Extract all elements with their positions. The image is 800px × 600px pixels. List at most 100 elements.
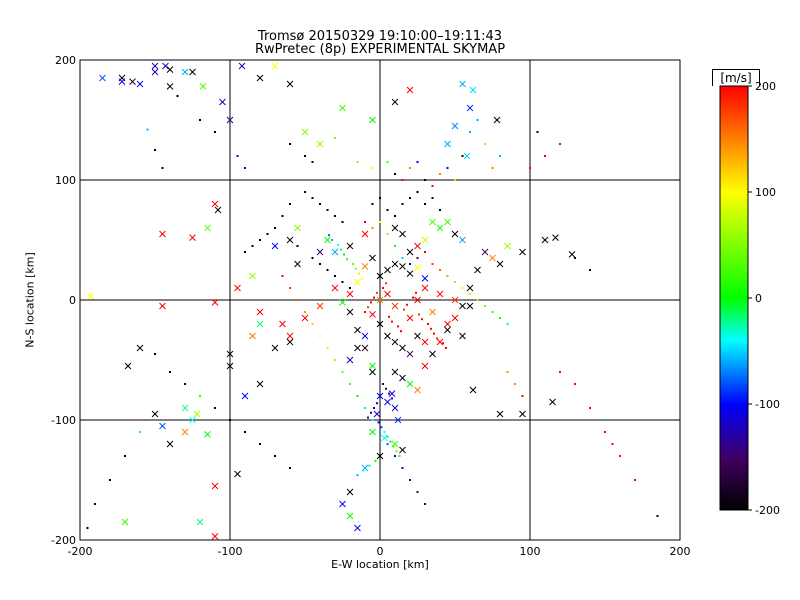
data-point-dot <box>371 203 374 205</box>
data-point-dot <box>376 291 378 294</box>
data-point-cross <box>346 356 354 364</box>
cross-stroke <box>421 338 429 346</box>
cross-stroke <box>162 62 169 70</box>
cross-stroke <box>151 68 159 76</box>
cross-stroke <box>354 278 361 286</box>
data-point-cross <box>129 78 136 85</box>
cross-stroke <box>241 392 249 400</box>
data-point-cross <box>444 326 451 334</box>
cross-stroke <box>166 66 174 73</box>
data-point-cross <box>241 392 249 400</box>
data-point-cross <box>211 200 219 208</box>
data-point-dot <box>514 383 516 385</box>
x-tick-label: -200 <box>68 545 93 558</box>
cross-stroke <box>124 362 132 370</box>
data-point-dot <box>340 248 342 251</box>
x-tick-label: 200 <box>670 545 691 558</box>
data-point-dot <box>94 503 96 505</box>
cross-stroke <box>354 524 361 532</box>
data-point-dot <box>409 479 411 481</box>
cross-stroke <box>294 260 301 268</box>
data-point-cross <box>369 116 376 124</box>
data-point-dot <box>154 353 156 355</box>
data-point-cross <box>226 350 234 358</box>
data-point-cross <box>339 500 346 508</box>
data-point-dot <box>392 445 395 448</box>
data-point-dot <box>199 395 201 397</box>
cross-stroke <box>369 116 376 124</box>
cross-stroke <box>459 302 466 310</box>
cross-stroke <box>384 290 391 298</box>
data-point-dot <box>289 203 291 205</box>
data-point-dot <box>634 479 636 481</box>
cross-stroke <box>451 122 459 130</box>
cross-stroke <box>429 218 436 226</box>
cross-stroke <box>406 86 414 94</box>
data-point-dot <box>304 191 306 193</box>
data-point-cross <box>346 242 354 250</box>
cross-stroke <box>204 431 211 438</box>
data-point-cross <box>181 404 189 412</box>
data-point-cross <box>384 266 391 274</box>
data-point-cross <box>406 86 414 94</box>
y-tick-label: 100 <box>55 174 76 187</box>
cross-stroke <box>159 422 166 430</box>
cross-stroke <box>151 62 159 70</box>
cross-stroke <box>199 83 207 90</box>
cross-stroke <box>331 248 339 256</box>
data-point-cross <box>459 332 466 340</box>
cross-stroke <box>189 416 196 424</box>
cross-stroke <box>394 416 402 424</box>
data-point-dot <box>589 407 591 409</box>
cross-stroke <box>384 332 391 340</box>
data-point-dot <box>461 287 464 289</box>
data-point-dot <box>367 416 369 419</box>
cross-stroke <box>459 236 466 244</box>
data-point-cross <box>406 350 414 358</box>
data-point-dot <box>311 161 314 163</box>
data-point-dot <box>259 239 261 241</box>
data-point-cross <box>271 62 279 70</box>
data-point-dot <box>281 275 284 277</box>
data-point-dot <box>367 306 369 309</box>
cross-stroke <box>331 284 339 292</box>
data-point-dot <box>476 119 479 121</box>
cross-stroke <box>414 332 421 340</box>
data-point-dot <box>376 402 378 405</box>
data-point-dot <box>491 311 494 313</box>
cross-stroke <box>166 440 174 448</box>
cross-stroke <box>444 320 451 328</box>
data-point-dot <box>431 197 434 199</box>
data-point-cross <box>391 260 399 268</box>
cross-stroke <box>391 98 399 106</box>
data-point-cross <box>294 260 301 268</box>
data-point-cross <box>451 314 459 322</box>
data-point-cross <box>406 248 414 256</box>
cross-stroke <box>87 293 94 300</box>
cross-stroke <box>339 299 346 306</box>
data-point-dot <box>506 323 509 325</box>
cross-stroke <box>444 218 451 226</box>
cross-stroke <box>451 296 459 304</box>
colorbar-unit-label: [m/s] <box>712 69 760 86</box>
data-point-dot <box>379 431 381 433</box>
data-point-dot <box>346 258 348 261</box>
data-point-dot <box>416 191 419 193</box>
y-axis-ticks: -200 -100 0 100 200 <box>51 54 76 547</box>
cross-stroke <box>463 152 471 160</box>
cross-stroke <box>151 410 159 418</box>
data-point-dot <box>589 269 591 271</box>
data-point-cross <box>469 86 477 94</box>
data-point-cross <box>181 68 189 76</box>
data-point-dot <box>395 450 398 453</box>
data-point-cross <box>391 302 399 310</box>
cross-stroke <box>406 350 414 358</box>
cross-stroke <box>219 98 226 106</box>
data-point-dot <box>409 197 411 199</box>
data-point-cross <box>354 326 361 334</box>
data-point-cross <box>256 74 264 82</box>
cross-stroke <box>549 398 556 406</box>
colorbar-tick-label: -100 <box>755 398 780 411</box>
data-point-dot <box>418 313 420 316</box>
cross-stroke <box>496 410 504 418</box>
